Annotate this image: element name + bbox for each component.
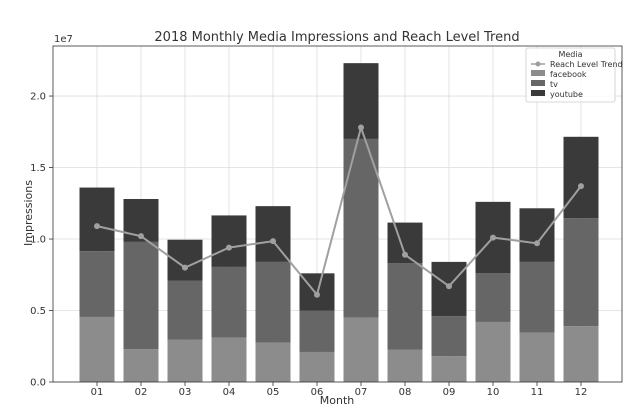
legend-line-marker	[535, 61, 541, 67]
x-tick-label: 08	[399, 387, 412, 398]
bar-tv-10	[475, 273, 511, 322]
y-tick-label: 1.0	[30, 235, 46, 246]
bar-facebook-10	[475, 321, 511, 382]
bar-facebook-05	[255, 342, 291, 382]
reach-trend-line	[94, 124, 584, 298]
bar-facebook-03	[167, 339, 203, 382]
bar-youtube-11	[519, 208, 555, 262]
x-tick-label: 01	[91, 387, 104, 398]
x-tick-label: 03	[179, 387, 192, 398]
bar-tv-09	[431, 316, 467, 357]
legend-label: Reach Level Trend	[550, 60, 623, 69]
bar-tv-03	[167, 280, 203, 340]
axes	[52, 45, 623, 383]
legend-label: tv	[550, 80, 558, 89]
legend-swatch-tv	[531, 80, 545, 86]
reach-point-07	[358, 124, 364, 131]
x-tick-label: 09	[443, 387, 456, 398]
x-tick-label: 07	[355, 387, 368, 398]
reach-point-02	[138, 233, 144, 240]
x-tick-label: 05	[267, 387, 280, 398]
chart-title: 2018 Monthly Media Impressions and Reach…	[154, 30, 519, 45]
bar-facebook-01	[79, 316, 115, 382]
reach-point-08	[402, 251, 408, 258]
reach-point-04	[226, 244, 232, 251]
legend-swatch-facebook	[531, 70, 545, 76]
bar-tv-06	[299, 310, 335, 352]
y-scale-label: 1e7	[54, 34, 73, 45]
bar-facebook-06	[299, 351, 335, 382]
x-tick-label: 10	[487, 387, 500, 398]
bar-facebook-11	[519, 332, 555, 382]
y-tick-label: 1.5	[30, 163, 46, 174]
bar-facebook-12	[563, 326, 599, 382]
x-tick-label: 12	[575, 387, 588, 398]
bars	[79, 63, 599, 382]
reach-trend-polyline	[96, 124, 582, 297]
bar-facebook-09	[431, 356, 467, 382]
legend-label: youtube	[550, 90, 583, 99]
bar-tv-11	[519, 261, 555, 333]
bar-facebook-07	[343, 317, 379, 382]
reach-point-05	[270, 238, 276, 245]
bar-facebook-02	[123, 349, 159, 382]
bar-facebook-04	[211, 337, 247, 382]
x-tick-label: 06	[311, 387, 324, 398]
legend-title: Media	[558, 50, 582, 59]
x-tick-label: 11	[531, 387, 544, 398]
bar-youtube-05	[255, 206, 291, 262]
legend-swatch-youtube	[531, 90, 545, 96]
x-axis-title: Month	[320, 394, 355, 407]
reach-point-10	[490, 234, 496, 241]
bar-youtube-01	[79, 187, 115, 252]
y-tick-label: 0.5	[30, 306, 46, 317]
plot-frame	[52, 45, 623, 383]
legend-label: facebook	[550, 70, 587, 79]
reach-point-09	[446, 283, 452, 290]
y-tick-label: 2.0	[30, 92, 46, 103]
reach-point-06	[314, 291, 320, 298]
y-tick-label: 0.0	[30, 378, 46, 389]
reach-point-01	[94, 223, 100, 230]
bar-tv-08	[387, 263, 423, 350]
bar-tv-01	[79, 251, 115, 317]
legend-box	[525, 47, 616, 103]
tick-labels: 0.0 0.5 1.0 1.5 2.0 01 02 03 04 05 06 07 08 09 10 11 12	[30, 92, 587, 398]
bar-tv-04	[211, 266, 247, 338]
bar-tv-02	[123, 241, 159, 350]
bar-tv-05	[255, 261, 291, 343]
bar-youtube-04	[211, 215, 247, 267]
bar-youtube-03	[167, 239, 203, 281]
reach-point-03	[182, 264, 188, 271]
x-tick-label: 02	[135, 387, 148, 398]
y-axis-title: Impressions	[22, 180, 35, 246]
bar-youtube-12	[563, 136, 599, 219]
bar-facebook-08	[387, 349, 423, 382]
x-tick-label: 04	[223, 387, 236, 398]
bar-tv-12	[563, 218, 599, 327]
reach-point-11	[534, 240, 540, 247]
reach-point-12	[578, 183, 584, 190]
